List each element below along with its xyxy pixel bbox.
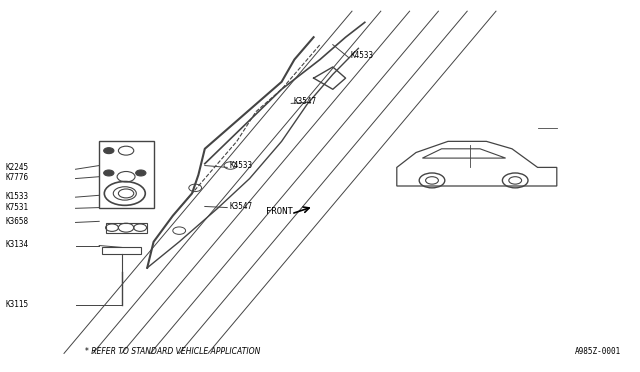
Text: FRONT: FRONT — [266, 207, 292, 216]
Circle shape — [136, 170, 146, 176]
Text: K4533: K4533 — [350, 51, 373, 60]
Text: K7531: K7531 — [5, 203, 28, 212]
Bar — [99, 141, 154, 208]
Bar — [102, 247, 141, 254]
Text: K4533: K4533 — [229, 161, 252, 170]
Text: A985Z-0001: A985Z-0001 — [575, 347, 621, 356]
Text: K3134: K3134 — [5, 240, 28, 249]
Text: K1533: K1533 — [5, 192, 28, 201]
Text: K3547: K3547 — [229, 202, 252, 211]
Text: K3115: K3115 — [5, 300, 28, 309]
Text: K2245: K2245 — [5, 163, 28, 172]
Circle shape — [104, 170, 114, 176]
Text: K3658: K3658 — [5, 217, 28, 226]
Text: K3547: K3547 — [293, 97, 316, 106]
Text: * REFER TO STANDARD VEHICLE APPLICATION: * REFER TO STANDARD VEHICLE APPLICATION — [85, 347, 260, 356]
Text: K7776: K7776 — [5, 173, 28, 182]
Circle shape — [104, 148, 114, 154]
Bar — [106, 223, 147, 232]
